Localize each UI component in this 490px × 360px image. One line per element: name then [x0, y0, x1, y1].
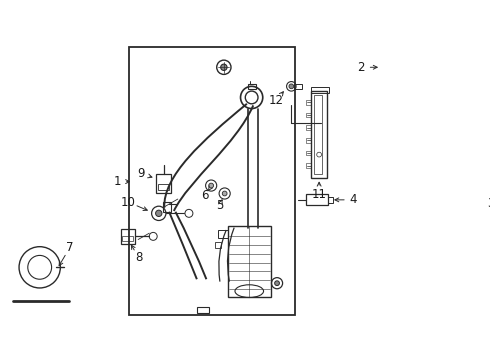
Circle shape: [275, 281, 279, 285]
Bar: [306, 138, 311, 143]
Bar: [306, 163, 311, 168]
Bar: [315, 95, 322, 175]
Bar: [219, 230, 228, 238]
Text: 12: 12: [269, 94, 284, 107]
Bar: [247, 84, 256, 89]
Text: 5: 5: [216, 199, 223, 212]
Text: 7: 7: [66, 241, 74, 254]
Bar: [306, 150, 311, 156]
Text: 6: 6: [201, 189, 209, 202]
Bar: [121, 229, 135, 243]
Bar: [306, 100, 311, 105]
Bar: [122, 235, 133, 241]
Text: 9: 9: [138, 167, 145, 180]
Circle shape: [289, 84, 294, 89]
Text: 1: 1: [114, 175, 121, 188]
Bar: [311, 87, 329, 93]
Circle shape: [156, 210, 162, 216]
Circle shape: [209, 183, 214, 188]
Text: 10: 10: [121, 196, 136, 209]
Text: 4: 4: [349, 193, 357, 206]
Text: 11: 11: [312, 188, 327, 201]
Bar: [228, 226, 271, 297]
Bar: [328, 197, 333, 203]
Bar: [294, 84, 302, 89]
Bar: [156, 175, 171, 193]
Bar: [306, 194, 328, 206]
Bar: [129, 47, 295, 315]
Text: 2: 2: [357, 61, 365, 74]
Bar: [163, 202, 171, 212]
Bar: [311, 91, 327, 179]
Bar: [197, 307, 209, 313]
Bar: [306, 125, 311, 130]
Circle shape: [222, 191, 227, 196]
Bar: [215, 242, 221, 248]
Bar: [306, 113, 311, 117]
Bar: [158, 184, 169, 190]
Text: 3: 3: [487, 197, 490, 210]
Circle shape: [220, 64, 227, 71]
Text: 8: 8: [135, 251, 143, 264]
